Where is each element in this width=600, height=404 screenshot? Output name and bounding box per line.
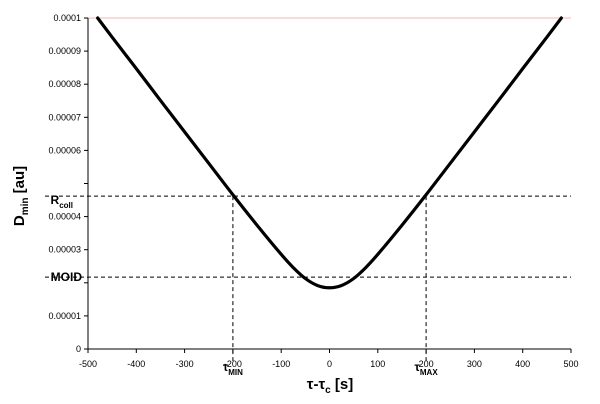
reference-lines: [45, 195, 571, 361]
tau-min-label: τMIN: [223, 360, 243, 377]
y-tick-label: 0.00009: [48, 46, 81, 56]
x-tick-label: 400: [515, 359, 530, 369]
y-title-rest: [au]: [11, 166, 28, 198]
y-tick-label: 0.00003: [48, 245, 81, 255]
tau-max-label-base: τ: [415, 360, 421, 374]
r-coll-label-base: R: [51, 193, 60, 207]
x-tick-label: 200: [419, 359, 434, 369]
tau-max-label-sub: MAX: [420, 368, 438, 377]
x-title-sub: c: [325, 385, 331, 396]
x-tick-label: 100: [370, 359, 385, 369]
x-tick-label: -200: [224, 359, 242, 369]
x-tick-label: -100: [272, 359, 290, 369]
x-axis-ticks: -500 -400 -300 -200 -100 0 100 200 300 400 500: [79, 349, 579, 369]
y-tick-label: 0.00007: [48, 112, 81, 122]
tau-max-label: τMAX: [415, 360, 439, 377]
moid-label: MOID: [51, 270, 83, 284]
r-coll-label-sub: coll: [59, 201, 73, 210]
x-tick-label: -500: [79, 359, 97, 369]
tau-min-label-base: τ: [223, 360, 229, 374]
y-tick-label: 0.00008: [48, 79, 81, 89]
x-title-base: τ-τ: [307, 376, 326, 393]
x-tick-label: 300: [467, 359, 482, 369]
x-tick-label: 0: [327, 359, 332, 369]
y-tick-label: 0.0001: [53, 13, 81, 23]
x-tick-label: -300: [176, 359, 194, 369]
x-tick-label: -400: [127, 359, 145, 369]
tau-min-label-sub: MIN: [228, 368, 243, 377]
y-tick-label: 0: [76, 344, 81, 354]
dmin-curve: [96, 16, 563, 290]
series-layer: [96, 16, 563, 290]
r-coll-label: Rcoll: [51, 193, 73, 210]
plot-frame: [87, 17, 571, 350]
y-tick-label: 0.00006: [48, 145, 81, 155]
y-tick-label: 0.00004: [48, 212, 81, 222]
y-axis-ticks: 0 0.00001 0.00003 0.00004 0.00006 0.00007 0.00…: [48, 13, 88, 354]
x-axis-title: τ-τc [s]: [307, 376, 353, 396]
y-title-base: D: [11, 215, 28, 226]
y-axis-title: Dmin [au]: [11, 166, 31, 226]
x-tick-label: 500: [563, 359, 578, 369]
y-title-sub: min: [20, 198, 31, 216]
x-title-rest: [s]: [331, 376, 354, 393]
y-tick-label: 0.00001: [48, 311, 81, 321]
